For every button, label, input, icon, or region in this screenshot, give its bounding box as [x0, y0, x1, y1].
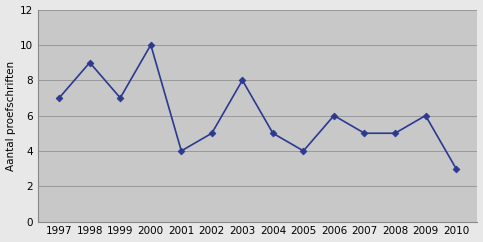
Y-axis label: Aantal proefschriften: Aantal proefschriften [6, 60, 15, 171]
